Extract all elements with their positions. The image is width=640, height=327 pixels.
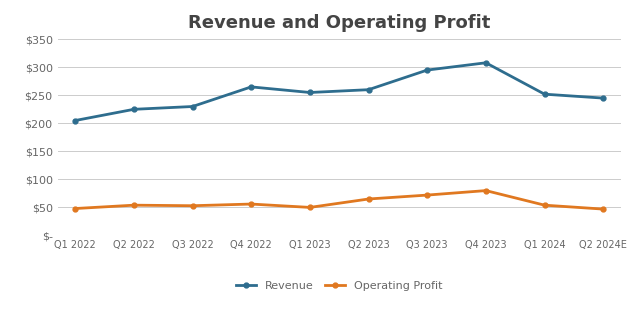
Operating Profit <box>247 202 255 206</box>
Operating Profit <box>482 189 490 193</box>
Operating Profit <box>189 204 196 208</box>
Operating Profit <box>541 203 548 207</box>
Revenue <box>189 105 196 109</box>
Revenue <box>365 88 372 92</box>
Operating Profit <box>130 203 138 207</box>
Revenue <box>306 91 314 95</box>
Line: Revenue: Revenue <box>73 60 605 123</box>
Line: Operating Profit: Operating Profit <box>73 188 605 212</box>
Operating Profit <box>365 197 372 201</box>
Operating Profit <box>424 193 431 197</box>
Revenue <box>599 96 607 100</box>
Operating Profit <box>71 207 79 211</box>
Revenue <box>71 119 79 123</box>
Title: Revenue and Operating Profit: Revenue and Operating Profit <box>188 14 490 32</box>
Revenue <box>130 107 138 111</box>
Operating Profit <box>306 205 314 209</box>
Revenue <box>541 92 548 96</box>
Revenue <box>424 68 431 72</box>
Operating Profit <box>599 207 607 211</box>
Legend: Revenue, Operating Profit: Revenue, Operating Profit <box>232 276 447 295</box>
Revenue <box>247 85 255 89</box>
Revenue <box>482 61 490 65</box>
